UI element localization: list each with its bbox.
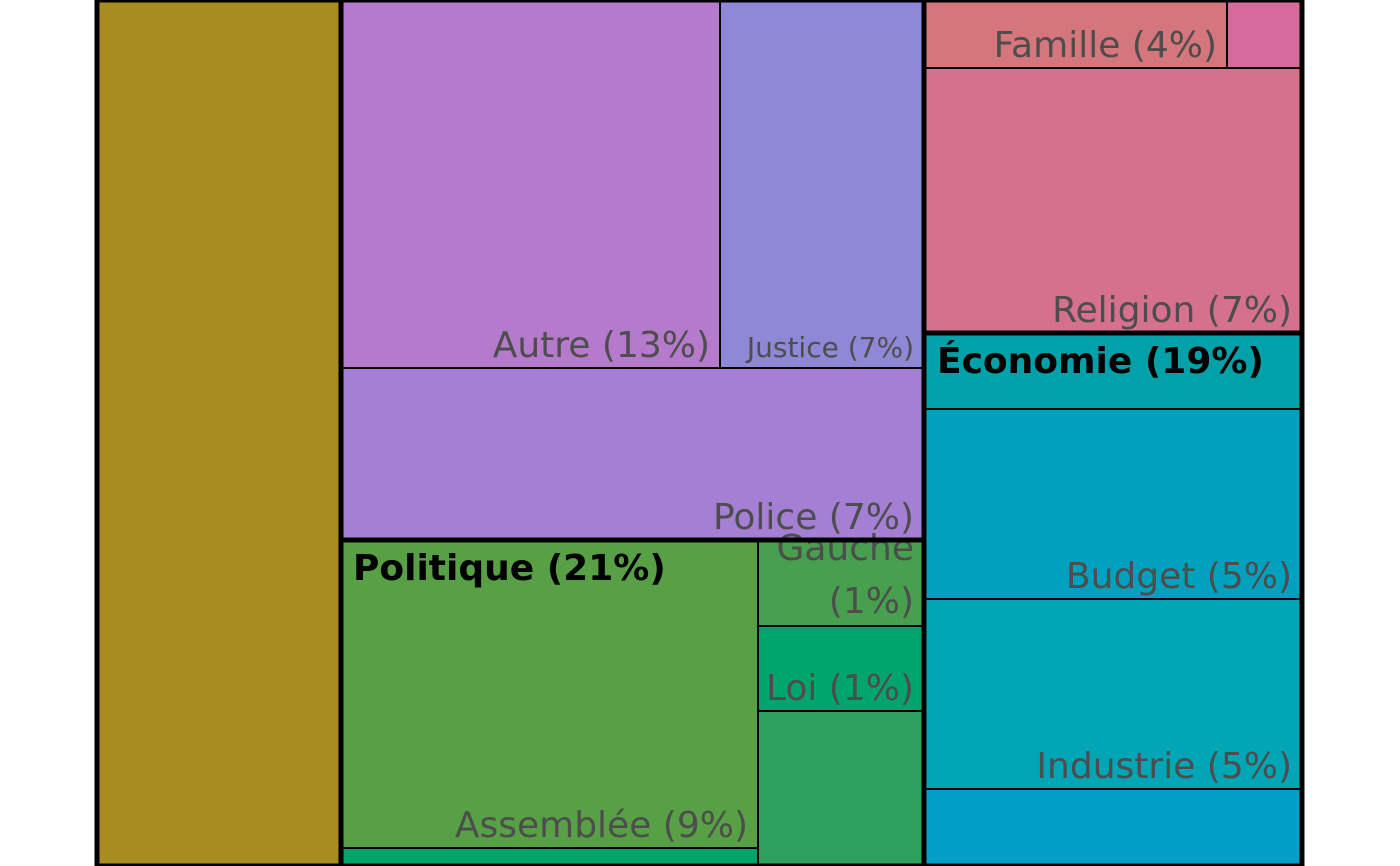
- tile: [757, 710, 925, 866]
- group-label: Politique (21%): [353, 548, 666, 589]
- tile: [340, 539, 759, 849]
- tile-label: Police (7%): [713, 497, 914, 538]
- tile: [923, 408, 1303, 600]
- tile: [340, 367, 925, 541]
- tile-label: Gauche: [776, 528, 914, 569]
- tile-label: Autre (13%): [493, 325, 710, 366]
- tile-label: Religion (7%): [1052, 290, 1292, 331]
- tile-label: Famille (4%): [994, 25, 1217, 66]
- group-border: [921, 330, 1305, 866]
- tile-label: (1%): [829, 581, 914, 622]
- tile: [340, 847, 759, 866]
- group-label: Économie (19%): [937, 340, 1264, 382]
- tile-label: Industrie (5%): [1036, 746, 1292, 787]
- tile: [1226, 0, 1303, 69]
- tile: [340, 0, 721, 369]
- tile-label: Budget (5%): [1066, 556, 1292, 597]
- tile-label: Justice (7%): [745, 331, 914, 364]
- tile: [719, 0, 925, 369]
- tile-label: Assemblée (9%): [455, 805, 748, 846]
- tile: [923, 0, 1228, 69]
- tile-label: Loi (1%): [766, 668, 914, 709]
- tile: [923, 788, 1303, 866]
- tile: [96, 0, 342, 866]
